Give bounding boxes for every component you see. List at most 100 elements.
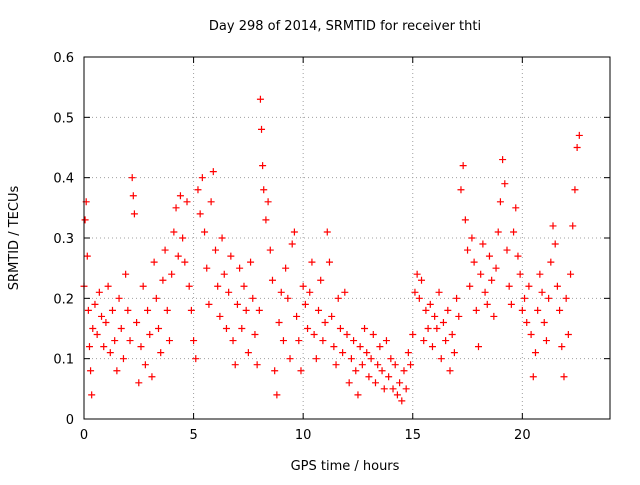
data-point: [374, 361, 382, 369]
data-point: [130, 210, 138, 218]
data-point: [459, 162, 467, 170]
data-point: [407, 361, 415, 369]
data-point: [179, 234, 187, 242]
data-point: [124, 306, 132, 314]
data-point: [301, 300, 309, 308]
data-point: [334, 294, 342, 302]
data-point: [341, 288, 349, 296]
data-point: [534, 306, 542, 314]
data-point: [126, 337, 134, 345]
data-point: [527, 331, 535, 339]
data-point: [470, 258, 478, 266]
data-point: [144, 306, 152, 314]
data-point: [251, 331, 259, 339]
data-point: [293, 312, 301, 320]
data-point: [266, 246, 274, 254]
data-point: [146, 331, 154, 339]
data-point: [81, 216, 89, 224]
data-point: [170, 228, 178, 236]
data-point: [488, 276, 496, 284]
x-tick-label: 10: [295, 428, 312, 443]
data-point: [183, 198, 191, 206]
data-point: [240, 282, 248, 290]
y-tick-label: 0.4: [53, 172, 74, 187]
data-point: [159, 276, 167, 284]
data-point: [507, 300, 515, 308]
data-point: [529, 373, 537, 381]
data-point: [352, 367, 360, 375]
data-point: [161, 246, 169, 254]
data-point: [256, 95, 264, 103]
data-point: [363, 349, 371, 357]
data-point: [426, 300, 434, 308]
data-point: [391, 361, 399, 369]
data-point: [472, 306, 480, 314]
data-point: [155, 325, 163, 332]
data-point: [415, 294, 423, 302]
data-point: [409, 331, 417, 339]
data-point: [216, 312, 224, 320]
data-point: [165, 337, 173, 345]
data-point: [310, 331, 318, 339]
data-point: [152, 294, 160, 302]
data-point: [192, 355, 200, 363]
data-point: [424, 325, 432, 332]
data-point: [523, 318, 531, 326]
data-point: [222, 325, 230, 332]
data-point: [258, 125, 266, 133]
data-point: [330, 343, 338, 351]
data-point: [247, 258, 255, 266]
data-point: [306, 288, 314, 296]
data-point: [545, 294, 553, 302]
data-point: [98, 312, 106, 320]
data-point: [290, 228, 298, 236]
data-point: [229, 337, 237, 345]
data-point: [540, 318, 548, 326]
data-point: [496, 198, 504, 206]
data-point: [128, 174, 136, 182]
data-point: [139, 282, 147, 290]
data-point: [218, 234, 226, 242]
data-point: [328, 312, 336, 320]
data-point: [514, 252, 522, 260]
data-point: [569, 222, 577, 230]
data-point: [227, 252, 235, 260]
y-tick-label: 0.3: [53, 232, 74, 247]
data-point: [343, 331, 351, 339]
x-tick-label: 0: [80, 428, 88, 443]
data-point: [485, 252, 493, 260]
data-point: [174, 252, 182, 260]
data-point: [157, 349, 165, 357]
data-point: [253, 361, 261, 369]
data-point: [503, 246, 511, 254]
data-point: [490, 312, 498, 320]
data-point: [564, 331, 572, 339]
data-point: [428, 343, 436, 351]
data-point: [382, 337, 390, 345]
data-point: [317, 276, 325, 284]
data-point: [398, 397, 406, 405]
data-point: [220, 270, 228, 278]
data-point: [249, 294, 257, 302]
data-point: [494, 228, 502, 236]
data-point: [264, 198, 272, 206]
data-point: [271, 367, 279, 375]
data-point: [516, 270, 524, 278]
data-point: [336, 325, 344, 332]
data-point: [87, 367, 95, 375]
data-point: [455, 312, 463, 320]
data-point: [345, 379, 353, 387]
data-point: [404, 349, 412, 357]
data-point: [297, 367, 305, 375]
data-point: [119, 355, 127, 363]
data-point: [259, 162, 267, 170]
data-point: [378, 367, 386, 375]
data-point: [225, 288, 233, 296]
data-point: [319, 337, 327, 345]
data-point: [347, 355, 355, 363]
data-point: [194, 186, 202, 194]
data-point: [396, 379, 404, 387]
data-point: [187, 306, 195, 314]
data-point: [571, 186, 579, 194]
data-point: [468, 234, 476, 242]
